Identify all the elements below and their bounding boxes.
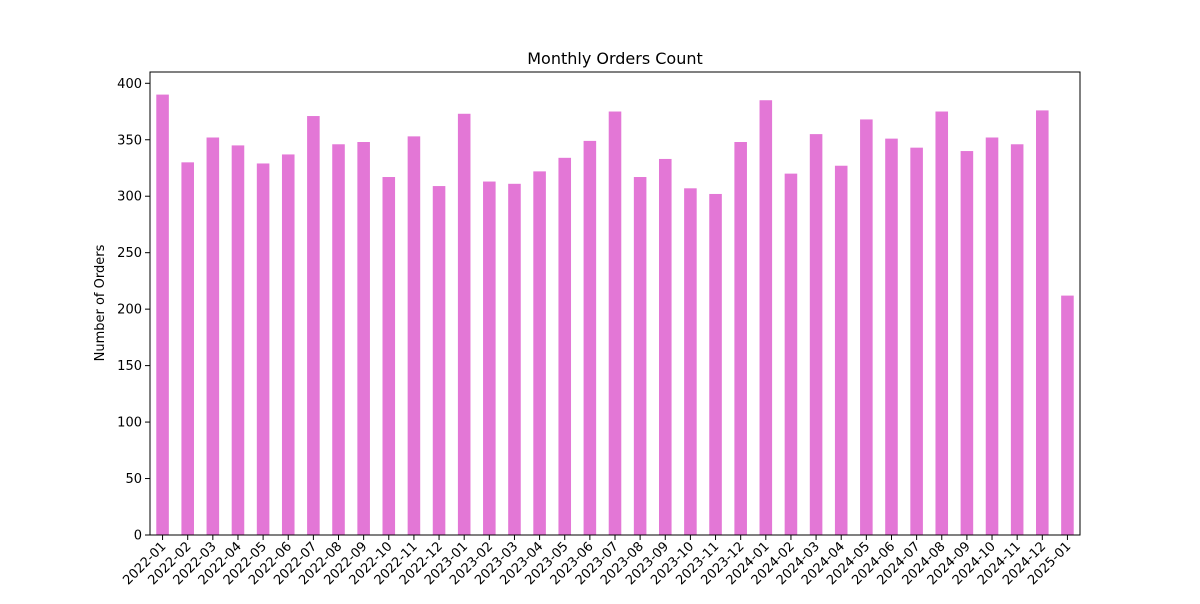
bar-2024-03 xyxy=(809,134,823,536)
y-axis-label: Number of Orders xyxy=(93,244,108,361)
bar-2025-01 xyxy=(1061,295,1074,535)
bar-2024-02 xyxy=(784,173,798,535)
bar-2022-02 xyxy=(181,162,194,535)
bar-2023-05 xyxy=(558,157,572,535)
bar-2024-07 xyxy=(910,147,923,535)
bar-2023-11 xyxy=(709,193,722,535)
bar-2022-03 xyxy=(206,137,220,535)
bar-2024-04 xyxy=(834,165,848,536)
bar-2024-10 xyxy=(985,137,999,535)
bar-2022-09 xyxy=(357,142,370,535)
y-tick-label: 50 xyxy=(125,472,142,487)
bar-2023-09 xyxy=(658,158,672,535)
y-tick-label: 150 xyxy=(117,359,142,374)
bar-2023-06 xyxy=(583,140,597,535)
y-tick-label: 200 xyxy=(117,303,142,318)
bar-2023-07 xyxy=(608,111,622,536)
bar-2022-05 xyxy=(256,163,270,535)
bar-2022-12 xyxy=(432,186,446,535)
y-tick-label: 400 xyxy=(117,77,142,92)
y-tick-label: 250 xyxy=(117,246,142,261)
bar-2024-08 xyxy=(935,111,949,536)
bar-2023-02 xyxy=(483,181,496,536)
bar-2024-06 xyxy=(885,138,898,535)
y-tick-label: 350 xyxy=(117,133,142,148)
y-tick-label: 100 xyxy=(117,416,142,431)
bar-2022-04 xyxy=(231,145,245,535)
bar-2024-12 xyxy=(1036,110,1049,536)
bar-2023-12 xyxy=(734,142,747,535)
chart-title: Monthly Orders Count xyxy=(527,49,703,68)
bar-2024-09 xyxy=(960,151,974,536)
bar-2022-06 xyxy=(281,154,295,535)
bar-2024-11 xyxy=(1010,144,1024,535)
bar-2022-10 xyxy=(382,177,396,535)
bar-2023-01 xyxy=(457,113,471,535)
bar-2024-05 xyxy=(860,119,873,536)
y-tick-label: 0 xyxy=(134,529,142,544)
bar-2022-01 xyxy=(156,94,169,535)
bar-2023-04 xyxy=(533,171,546,535)
bar-2023-10 xyxy=(684,188,697,535)
bar-2024-01 xyxy=(759,100,773,535)
y-tick-label: 300 xyxy=(117,190,142,205)
plot-area: 0501001502002503003504002022-012022-0220… xyxy=(117,71,1081,588)
bar-2023-03 xyxy=(508,183,521,536)
bar-2022-07 xyxy=(307,116,320,535)
bar-2022-11 xyxy=(407,136,421,535)
bar-2022-08 xyxy=(332,144,345,535)
bar-2023-08 xyxy=(633,177,647,535)
